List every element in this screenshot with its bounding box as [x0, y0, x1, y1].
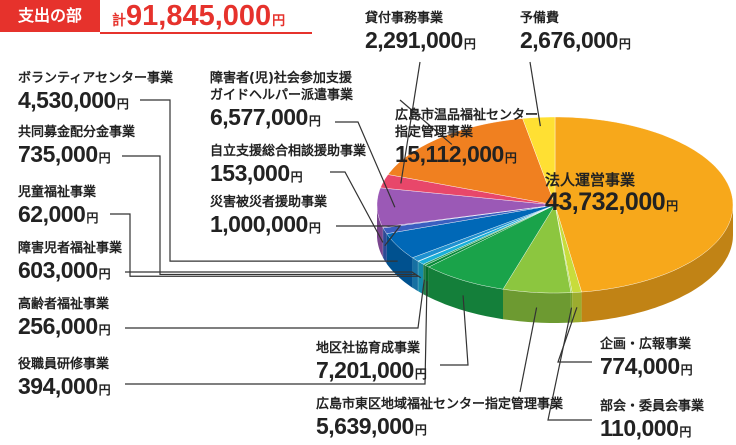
value-row: 2,291,000円 [365, 27, 475, 57]
total-prefix: 計 [112, 13, 126, 29]
unit: 円 [272, 14, 285, 29]
value-row: 6,577,000円 [210, 104, 353, 134]
value-label: 62,000 [18, 201, 85, 227]
value-label: 1,000,000 [210, 211, 308, 237]
unit: 円 [99, 151, 111, 165]
unit: 円 [99, 267, 111, 281]
unit: 円 [415, 367, 427, 381]
category-label: 部会・委員会事業 [600, 398, 704, 415]
slice-side [503, 289, 571, 323]
value-row: 43,732,000円 [545, 189, 678, 219]
category-label: 災害被災者援助事業 [210, 194, 327, 211]
unit: 円 [99, 383, 111, 397]
leader-line [125, 280, 424, 328]
value-row: 62,000円 [18, 201, 98, 231]
category-label: 広島市東区地域福祉センター指定管理事業 [316, 396, 563, 413]
value-row: 256,000円 [18, 313, 110, 343]
value-label: 2,676,000 [520, 27, 618, 53]
value-row: 153,000円 [210, 160, 366, 190]
unit: 円 [666, 199, 678, 213]
category-label: 地区社協育成事業 [316, 340, 426, 357]
value-row: 394,000円 [18, 373, 110, 403]
value-label: 110,000 [600, 415, 678, 441]
value-label: 4,530,000 [18, 87, 116, 113]
value-row: 15,112,000円 [395, 141, 538, 171]
unit: 円 [86, 211, 98, 225]
value-label: 735,000 [18, 141, 98, 167]
category-label: 障害児者福祉事業 [18, 240, 122, 257]
category-label: 障害者(児)社会参加支援 ガイドヘルパー派遣事業 [210, 70, 353, 104]
unit: 円 [309, 114, 321, 128]
category-label: 広島市温品福祉センター 指定管理事業 [395, 107, 538, 141]
value-label: 43,732,000 [545, 188, 665, 216]
value-row: 735,000円 [18, 141, 135, 171]
category-label: 予備費 [520, 10, 630, 27]
value-label: 7,201,000 [316, 357, 414, 383]
value-row: 1,000,000円 [210, 211, 327, 241]
category-label: 自立支援総合相談援助事業 [210, 143, 366, 160]
unit: 円 [117, 97, 129, 111]
unit: 円 [291, 170, 303, 184]
unit: 円 [679, 425, 691, 439]
value-label: 603,000 [18, 257, 98, 283]
value-label: 2,291,000 [365, 27, 463, 53]
value-label: 256,000 [18, 313, 98, 339]
category-label: ボランティアセンター事業 [18, 70, 173, 87]
unit: 円 [619, 37, 631, 51]
category-label: 高齢者福祉事業 [18, 296, 110, 313]
category-label: 役職員研修事業 [18, 356, 110, 373]
value-row: 774,000円 [600, 353, 692, 383]
value-row: 5,639,000円 [316, 413, 563, 443]
value-row: 4,530,000円 [18, 87, 173, 117]
category-label: 共同募金配分金事業 [18, 124, 135, 141]
title-rule [100, 32, 312, 34]
category-label: 児童福祉事業 [18, 184, 98, 201]
value-label: 5,639,000 [316, 413, 414, 439]
value-label: 153,000 [210, 160, 290, 186]
value-row: 2,676,000円 [520, 27, 630, 57]
unit: 円 [464, 37, 476, 51]
value-label: 394,000 [18, 373, 98, 399]
unit: 円 [505, 151, 517, 165]
value-row: 7,201,000円 [316, 357, 426, 387]
value-row: 603,000円 [18, 257, 122, 287]
unit: 円 [99, 323, 111, 337]
value-row: 110,000円 [600, 415, 704, 445]
category-label: 企画・広報事業 [600, 336, 692, 353]
unit: 円 [309, 221, 321, 235]
value-label: 774,000 [600, 353, 680, 379]
category-label: 法人運営事業 [545, 172, 678, 189]
unit: 円 [681, 363, 693, 377]
unit: 円 [415, 423, 427, 437]
category-label: 貸付事務事業 [365, 10, 475, 27]
total: 計91,845,000円 [112, 0, 285, 33]
value-label: 15,112,000 [395, 141, 504, 167]
value-label: 6,577,000 [210, 104, 308, 130]
title: 支出の部 [0, 0, 100, 32]
total-value: 91,845,000 [126, 0, 271, 32]
